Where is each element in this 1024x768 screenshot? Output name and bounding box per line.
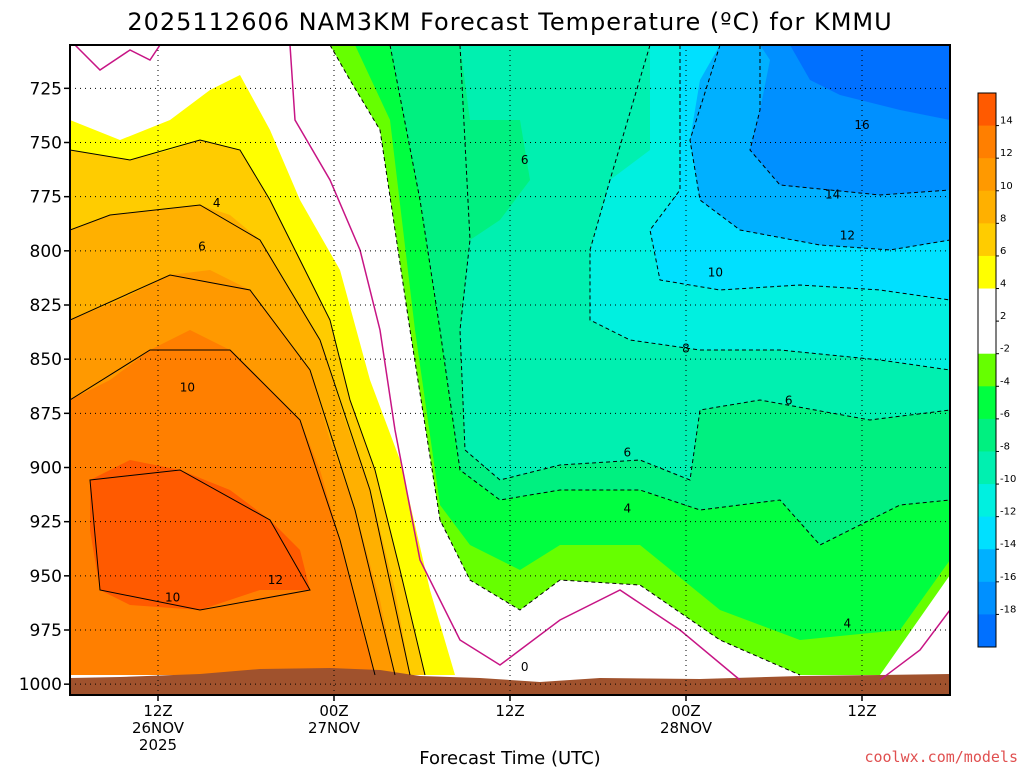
y-tick-label: 850 — [30, 350, 62, 370]
contour-label: 16 — [854, 118, 869, 132]
colorbar-label: 4 — [1000, 279, 1006, 290]
y-tick-label: 750 — [30, 134, 62, 154]
contour-label: 0 — [521, 660, 529, 674]
contour-label: 4 — [844, 617, 852, 631]
x-tick-label: 12Z — [143, 702, 172, 720]
colorbar-label: -8 — [1000, 441, 1010, 452]
contour-label: 14 — [825, 188, 840, 202]
x-tick-label: 00Z — [671, 702, 700, 720]
colorbar-label: -12 — [1000, 507, 1016, 518]
contour-lines — [70, 45, 950, 681]
y-tick-label: 1000 — [19, 675, 62, 695]
contour-label: 4 — [624, 502, 632, 516]
contour-label: 10 — [165, 591, 180, 605]
x-tick-label: 2025 — [139, 736, 177, 754]
x-tick-label: 12Z — [495, 702, 524, 720]
y-tick-label: 725 — [30, 79, 62, 99]
contour-label: 6 — [198, 240, 206, 254]
colorbar-frame — [977, 92, 997, 648]
contour-labels: 4 6 10 12 10 0 6 6 4 8 10 6 14 16 12 4 — [165, 118, 870, 674]
colorbar-swatch — [978, 321, 996, 355]
colorbar-swatch — [978, 125, 996, 159]
colorbar-swatch — [978, 353, 996, 387]
colorbar-swatch — [978, 288, 996, 322]
y-tick-label: 975 — [30, 621, 62, 641]
contour-label: 6 — [624, 445, 632, 459]
colorbar-swatch — [978, 451, 996, 485]
colorbar-label: 8 — [1000, 213, 1006, 224]
y-tick-label: 900 — [30, 459, 62, 479]
chart-title: 2025112606 NAM3KM Forecast Temperature (… — [127, 8, 892, 36]
x-tick-label: 28NOV — [660, 719, 713, 737]
colorbar-swatch — [978, 549, 996, 583]
contour-label: 4 — [213, 196, 221, 210]
contour-label: 6 — [521, 153, 529, 167]
y-axis: 725 750 775 800 825 850 875 900 925 950 975 1000 — [19, 79, 70, 695]
colorbar-swatch — [978, 158, 996, 192]
colorbar-swatch — [978, 223, 996, 257]
colorbar-label: -14 — [1000, 539, 1016, 550]
colorbar-swatch — [978, 484, 996, 518]
x-tick-label: 00Z — [319, 702, 348, 720]
x-axis-label: Forecast Time (UTC) — [419, 748, 600, 768]
band-plus12 — [90, 460, 310, 610]
colorbar-swatch — [978, 386, 996, 420]
y-tick-label: 950 — [30, 567, 62, 587]
temperature-field — [70, 45, 950, 695]
contour-label: 12 — [840, 229, 855, 243]
colorbar-label: 10 — [1000, 181, 1013, 192]
y-tick-label: 875 — [30, 404, 62, 424]
colorbar-label: -4 — [1000, 376, 1010, 387]
contour-label: 6 — [785, 393, 793, 407]
colorbar-label: -2 — [1000, 344, 1010, 355]
colorbar-swatch — [978, 581, 996, 615]
colorbar-swatch — [978, 255, 996, 290]
colorbar-label: -16 — [1000, 572, 1016, 583]
y-tick-label: 775 — [30, 188, 62, 208]
colorbar-label: 6 — [1000, 246, 1006, 257]
colorbar-swatch — [978, 190, 996, 224]
colorbar-label: -6 — [1000, 409, 1010, 420]
colorbar-swatch — [978, 614, 996, 648]
x-tick-label: 12Z — [847, 702, 876, 720]
contour-label: 10 — [708, 266, 723, 280]
y-tick-label: 825 — [30, 296, 62, 316]
colorbar-swatch — [978, 516, 996, 550]
colorbar-label: 14 — [1000, 116, 1013, 127]
colorbar-label: -10 — [1000, 474, 1016, 485]
colorbar-label: 2 — [1000, 311, 1006, 322]
colorbar-label: -18 — [1000, 604, 1016, 615]
colorbar-swatch — [978, 93, 996, 127]
grid-lines — [70, 45, 950, 695]
band-minus18 — [790, 45, 950, 120]
contour-label: 10 — [180, 380, 195, 394]
colorbar-label: 12 — [1000, 148, 1013, 159]
contour-label: 12 — [268, 573, 283, 587]
ground-terrain — [70, 668, 950, 695]
y-tick-label: 800 — [30, 242, 62, 262]
credit-text: coolwx.com/models — [864, 748, 1018, 766]
y-tick-label: 925 — [30, 513, 62, 533]
colorbar-swatch — [978, 418, 996, 452]
colorbar: 14 12 10 8 6 4 2 -2 -4 -6 -8 -10 -12 -14 -16 -18 — [977, 92, 1016, 648]
x-tick-label: 26NOV — [132, 719, 185, 737]
contour-label: 8 — [682, 341, 690, 355]
x-tick-label: 27NOV — [308, 719, 361, 737]
